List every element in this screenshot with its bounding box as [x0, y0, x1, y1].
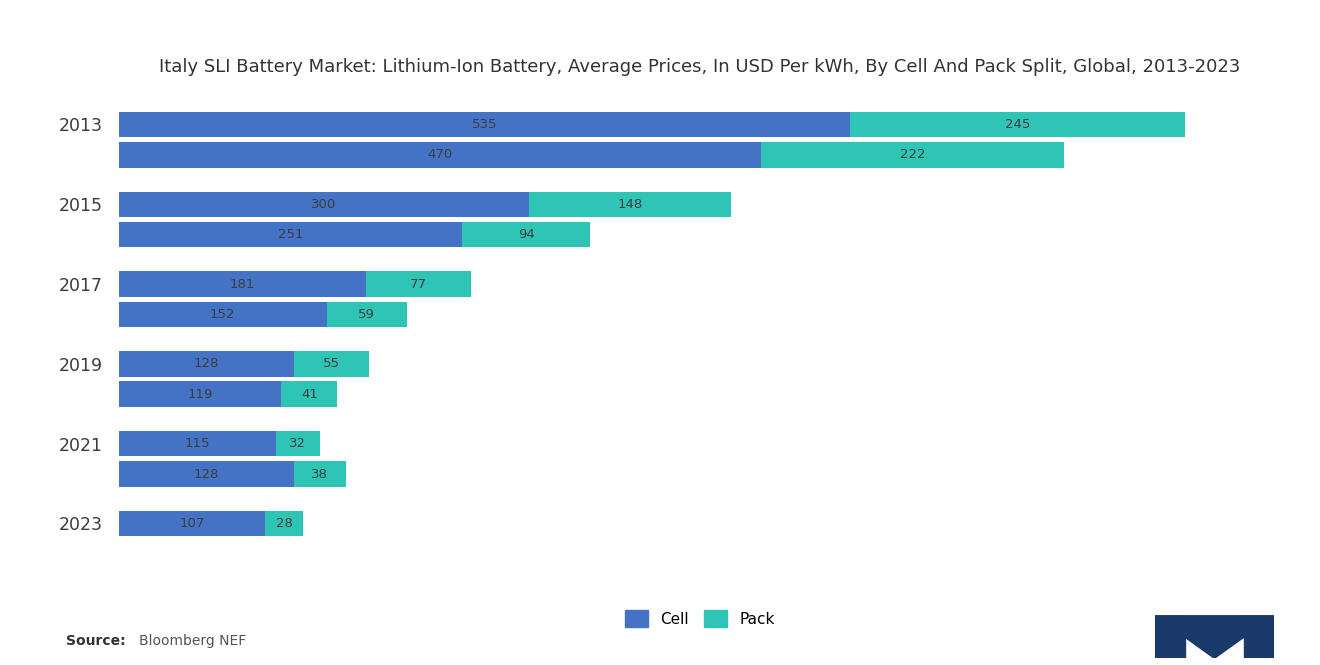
Bar: [119, 222, 462, 247]
Bar: [119, 271, 366, 297]
Text: 77: 77: [411, 277, 428, 291]
Bar: [265, 511, 304, 536]
Bar: [119, 351, 294, 376]
Text: 38: 38: [312, 467, 329, 481]
Text: 128: 128: [194, 357, 219, 370]
Text: 59: 59: [359, 308, 375, 321]
Text: 251: 251: [277, 228, 304, 241]
Text: 152: 152: [210, 308, 235, 321]
Bar: [1155, 616, 1185, 658]
Bar: [119, 382, 281, 407]
Bar: [276, 431, 319, 456]
Text: 300: 300: [312, 198, 337, 211]
Text: 181: 181: [230, 277, 255, 291]
Text: 28: 28: [276, 517, 293, 530]
Bar: [1243, 616, 1274, 658]
Text: Bloomberg NEF: Bloomberg NEF: [139, 634, 246, 648]
Legend: Cell, Pack: Cell, Pack: [619, 604, 780, 633]
Text: 115: 115: [185, 437, 210, 450]
Text: 32: 32: [289, 437, 306, 450]
Polygon shape: [1155, 616, 1274, 658]
Bar: [462, 222, 590, 247]
Bar: [294, 351, 368, 376]
Bar: [850, 112, 1185, 137]
Text: 107: 107: [180, 517, 205, 530]
Title: Italy SLI Battery Market: Lithium-Ion Battery, Average Prices, In USD Per kWh, B: Italy SLI Battery Market: Lithium-Ion Ba…: [158, 58, 1241, 76]
Text: 535: 535: [471, 118, 498, 131]
Text: 55: 55: [323, 357, 339, 370]
Text: 222: 222: [900, 148, 925, 162]
Text: Source:: Source:: [66, 634, 125, 648]
Text: 245: 245: [1005, 118, 1030, 131]
Text: 41: 41: [301, 388, 318, 401]
Text: 148: 148: [618, 198, 643, 211]
Text: 94: 94: [517, 228, 535, 241]
Bar: [119, 511, 265, 536]
Text: 119: 119: [187, 388, 213, 401]
Bar: [119, 142, 762, 168]
Bar: [762, 142, 1064, 168]
Text: 470: 470: [428, 148, 453, 162]
Text: 128: 128: [194, 467, 219, 481]
Bar: [119, 431, 276, 456]
Bar: [119, 192, 529, 217]
Bar: [326, 302, 407, 327]
Bar: [281, 382, 338, 407]
Bar: [529, 192, 731, 217]
Bar: [294, 462, 346, 487]
Bar: [119, 112, 850, 137]
Bar: [119, 462, 294, 487]
Bar: [119, 302, 326, 327]
Bar: [366, 271, 471, 297]
